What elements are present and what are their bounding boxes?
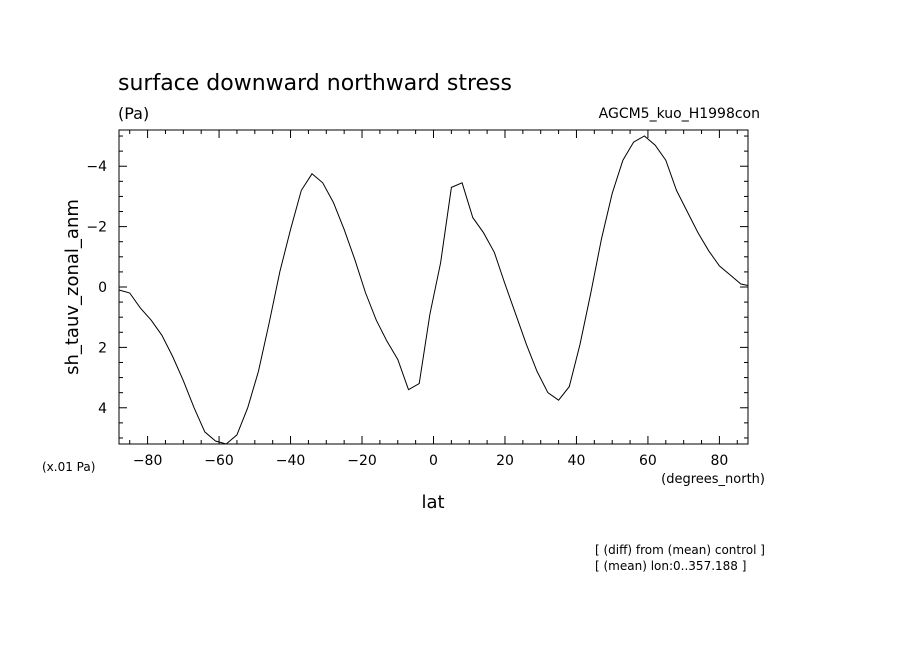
x-tick-label: 20: [496, 453, 514, 469]
note-line-1: [ (diff) from (mean) control ]: [595, 543, 765, 557]
x-tick-label: −80: [133, 453, 163, 469]
series-layer: [118, 135, 749, 445]
x-tick-label: 60: [639, 453, 657, 469]
note-line-2: [ (mean) lon:0..357.188 ]: [595, 559, 746, 573]
y-tick-label: 4: [98, 401, 107, 417]
x-tick-label: 40: [568, 453, 586, 469]
series-line: [118, 135, 749, 445]
plot-frame: [118, 129, 749, 445]
y-tick-label: −2: [86, 220, 107, 236]
units-label: (Pa): [118, 104, 149, 123]
y-tick-label: 0: [98, 280, 107, 296]
x-tick-label: 80: [710, 453, 728, 469]
y-tick-label: 2: [98, 340, 107, 356]
y-axis-label: sh_tauv_zonal_anm: [62, 199, 83, 375]
x-axis-label: lat: [421, 492, 444, 513]
y-tick-label: −4: [86, 159, 107, 175]
run-label: AGCM5_kuo_H1998con: [599, 106, 760, 122]
y-axis: −4 −2 0 2 4: [86, 135, 748, 439]
y-scale-note: (x.01 Pa): [42, 460, 95, 474]
x-tick-label: −60: [204, 453, 234, 469]
x-axis: −80 −60 −40 −20 0 20 40 60 80: [129, 130, 738, 469]
x-units-label: (degrees_north): [661, 472, 765, 487]
x-tick-label: −40: [276, 453, 306, 469]
x-tick-label: 0: [429, 453, 438, 469]
chart-title: surface downward northward stress: [118, 71, 512, 96]
x-tick-label: −20: [347, 453, 377, 469]
